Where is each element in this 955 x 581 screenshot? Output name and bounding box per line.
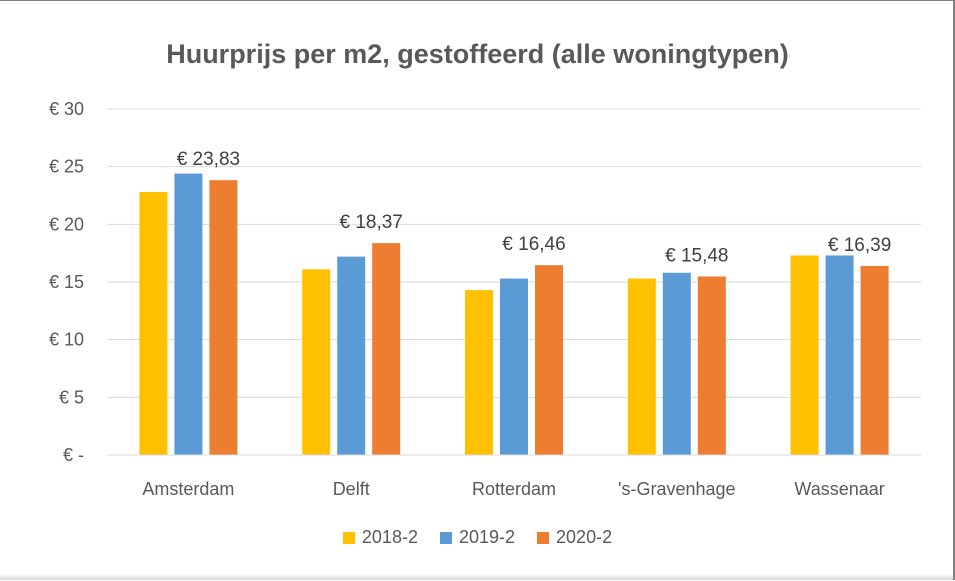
legend-label: 2018-2	[361, 527, 418, 547]
legend-swatch	[439, 531, 452, 544]
bar-2018-2-'s-Gravenhage	[627, 278, 656, 455]
y-tick-label: € 20	[49, 214, 84, 234]
data-label: € 15,48	[665, 245, 728, 266]
y-tick-label: € 10	[49, 330, 84, 350]
bar-2019-2-Delft	[337, 256, 366, 455]
bar-2020-2-Rotterdam	[535, 265, 563, 455]
y-tick-label: € 5	[59, 387, 84, 407]
y-tick-label: € 30	[49, 99, 84, 119]
bar-2020-2-Delft	[372, 243, 401, 455]
bar-2020-2-Wassenaar	[860, 265, 889, 455]
data-label: € 18,37	[339, 212, 402, 233]
legend-swatch	[537, 531, 550, 544]
bar-2018-2-Rotterdam	[465, 290, 493, 455]
x-category-label: 's-Gravenhage	[618, 479, 736, 499]
y-tick-label: € 15	[49, 272, 84, 292]
bar-2019-2-'s-Gravenhage	[662, 272, 691, 455]
chart-title: Huurprijs per m2, gestoffeerd (alle woni…	[166, 39, 789, 69]
x-category-label: Rotterdam	[472, 479, 556, 499]
legend-item: 2020-2	[537, 527, 612, 548]
bar-2018-2-Amsterdam	[139, 192, 168, 456]
data-label: € 16,39	[828, 235, 891, 256]
legend-label: 2019-2	[458, 527, 516, 547]
bar-2020-2-'s-Gravenhage	[697, 276, 726, 455]
x-category-label: Wassenaar	[794, 479, 884, 499]
legend-item: 2019-2	[439, 527, 516, 548]
y-tick-label: € 25	[49, 157, 84, 177]
bar-2019-2-Rotterdam	[500, 278, 528, 455]
bar-2020-2-Amsterdam	[209, 180, 238, 456]
bar-2019-2-Amsterdam	[174, 173, 203, 455]
y-tick-label: € -	[63, 445, 84, 465]
data-label: € 16,46	[502, 234, 565, 255]
legend-swatch	[342, 531, 355, 544]
legend-item: 2018-2	[342, 527, 418, 548]
data-label: € 23,83	[177, 149, 240, 170]
frame-shadow	[0, 574, 953, 580]
x-category-label: Amsterdam	[142, 479, 234, 499]
bar-2019-2-Wassenaar	[825, 255, 854, 455]
x-category-label: Delft	[333, 479, 370, 499]
bar-2018-2-Delft	[302, 269, 331, 455]
legend-label: 2020-2	[556, 527, 613, 547]
bar-2018-2-Wassenaar	[790, 255, 819, 455]
chart-legend: 2018-2 2019-2 2020-2	[0, 527, 955, 548]
